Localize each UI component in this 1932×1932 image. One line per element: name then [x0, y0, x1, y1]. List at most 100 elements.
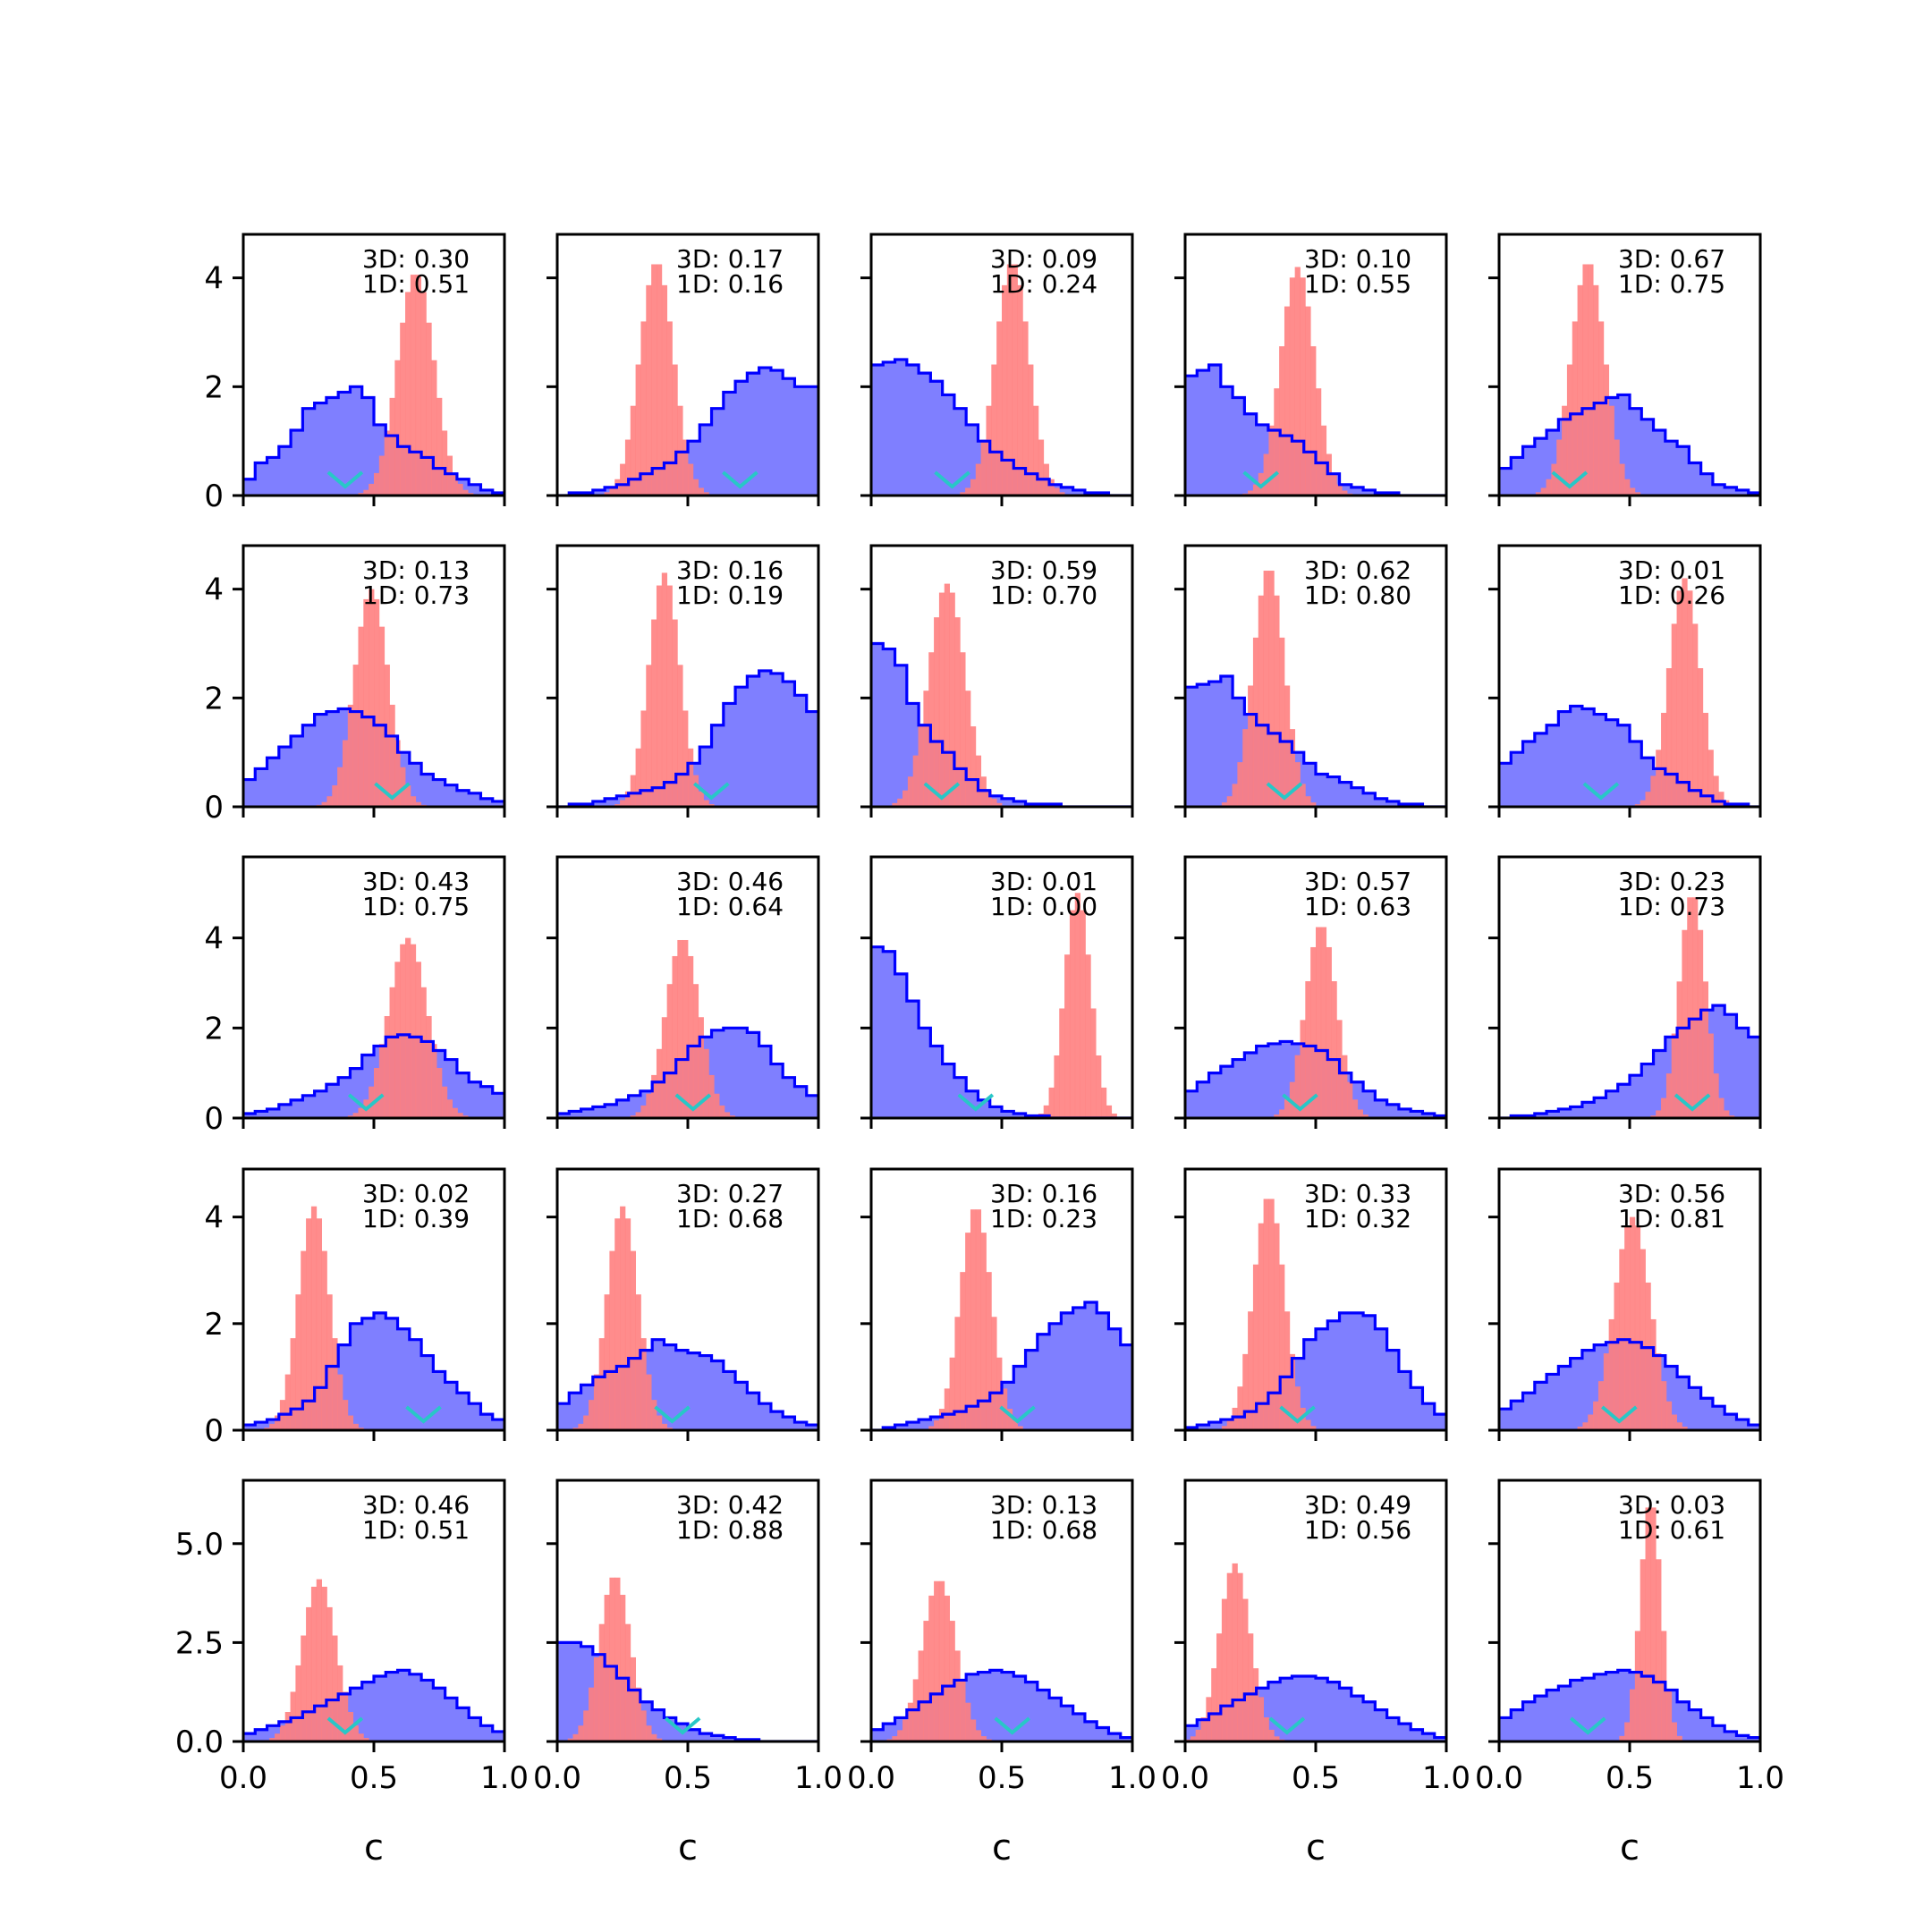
y-tick-label: 2 [204, 1011, 224, 1046]
red-histogram-bar [698, 1017, 704, 1118]
red-histogram-bar [436, 1068, 443, 1118]
red-histogram-bar [275, 1733, 281, 1741]
red-histogram-bar [666, 984, 673, 1118]
red-histogram-bar [1682, 929, 1688, 1118]
blue-histogram-outline [243, 1311, 504, 1427]
plot-area [1185, 927, 1446, 1118]
plot-area [243, 937, 504, 1118]
red-histogram-bar [358, 1733, 364, 1741]
red-histogram-bar [1619, 463, 1625, 496]
red-histogram-bar [1656, 1110, 1662, 1118]
red-histogram-bar [938, 1580, 945, 1741]
red-histogram-bar [1634, 1631, 1641, 1741]
red-histogram-bar [593, 1374, 600, 1430]
red-histogram-bar [301, 1635, 307, 1741]
annotation-1d: 1D: 0.68 [676, 1204, 784, 1233]
plot-area [1499, 264, 1760, 496]
x-tick-label: 1.0 [480, 1760, 529, 1796]
red-histogram-bar [918, 1650, 924, 1741]
red-histogram-bar [635, 1687, 641, 1741]
red-histogram-bar [363, 489, 369, 496]
red-histogram-bar [1190, 1736, 1197, 1741]
x-tick-label: 0.0 [1161, 1760, 1209, 1796]
x-tick-label: 0.0 [219, 1760, 267, 1796]
cyan-marker [923, 782, 961, 801]
red-histogram-bar [369, 483, 375, 496]
red-histogram-bar [374, 472, 380, 496]
red-histogram-bar [1597, 321, 1605, 496]
annotation-1d: 1D: 0.55 [1304, 269, 1411, 299]
annotation-3d: 3D: 0.16 [676, 555, 784, 585]
red-histogram-bar [1597, 1381, 1605, 1430]
red-histogram-bar [923, 691, 929, 807]
red-histogram-bar [462, 489, 469, 496]
red-histogram-bar [1279, 346, 1285, 496]
annotation-1d: 1D: 0.68 [990, 1515, 1097, 1545]
blue-histogram-outline [1499, 1004, 1760, 1118]
blue-histogram-fill [1499, 706, 1760, 807]
red-histogram-bar [630, 1250, 636, 1430]
red-histogram-bar [1211, 1668, 1217, 1741]
red-histogram-bar [420, 987, 427, 1118]
red-histogram-bar [934, 617, 940, 807]
annotation-3d: 3D: 0.49 [1304, 1490, 1411, 1520]
red-histogram-bar [892, 1736, 898, 1741]
red-histogram-bar [651, 619, 657, 807]
red-histogram-bar [1593, 1401, 1599, 1430]
red-histogram-bar [1634, 1225, 1641, 1430]
blue-histogram-outline [243, 1668, 504, 1735]
red-histogram-bar [1630, 487, 1636, 496]
red-histogram-bar [1582, 1422, 1589, 1430]
red-histogram-bar [651, 1400, 657, 1430]
red-histogram-bar [1274, 595, 1280, 807]
red-histogram-bar [1713, 1073, 1719, 1118]
red-histogram-bar [1630, 1216, 1636, 1430]
red-histogram-bar [389, 397, 395, 496]
red-histogram-bar [431, 1044, 437, 1118]
annotation-1d: 1D: 0.19 [676, 580, 784, 610]
cyan-marker [934, 470, 970, 489]
x-axis-label: c [1306, 1827, 1326, 1868]
red-histogram-bar [1242, 1598, 1249, 1741]
cyan-marker [957, 1093, 995, 1112]
red-histogram-bar [598, 1623, 605, 1741]
plot-area [557, 1206, 818, 1430]
red-histogram-bar [609, 1250, 615, 1430]
cyan-marker [999, 1405, 1036, 1424]
red-histogram-bar [1614, 1282, 1620, 1430]
annotation-1d: 1D: 0.32 [1304, 1204, 1411, 1233]
red-histogram-bar [394, 740, 401, 807]
red-histogram-bar [1252, 1668, 1259, 1741]
red-histogram-bar [954, 617, 961, 807]
red-histogram-bar [980, 439, 987, 496]
red-histogram-bar [1320, 425, 1327, 496]
red-histogram-bar [986, 1272, 992, 1430]
red-histogram-bar [692, 775, 699, 807]
red-histogram-bar [928, 1595, 935, 1741]
x-tick-label: 0.5 [350, 1760, 398, 1796]
red-histogram-bar [918, 726, 924, 807]
red-histogram-bar [651, 264, 657, 496]
red-histogram-bar [640, 321, 647, 496]
plot-area [1185, 1199, 1446, 1430]
red-histogram-bar [1707, 1033, 1714, 1118]
red-histogram-bar [1682, 1426, 1688, 1430]
red-histogram-bar [907, 776, 914, 807]
red-histogram-bar [1593, 284, 1599, 496]
red-histogram-bar [1002, 284, 1008, 496]
annotation-3d: 3D: 0.23 [1618, 867, 1725, 896]
red-histogram-bar [954, 1317, 961, 1430]
x-tick-label: 1.0 [794, 1760, 843, 1796]
red-histogram-bar [954, 1650, 961, 1741]
red-histogram-bar [410, 796, 417, 807]
red-histogram-bar [1316, 388, 1322, 496]
plot-area [871, 264, 1132, 496]
red-histogram-bar [1300, 1020, 1306, 1118]
red-histogram-bar [1624, 1722, 1631, 1741]
red-histogram-bar [1274, 1114, 1280, 1118]
x-axis-label: c [364, 1827, 384, 1868]
y-tick-label: 4 [204, 572, 224, 608]
red-histogram-bar [1096, 1055, 1102, 1118]
